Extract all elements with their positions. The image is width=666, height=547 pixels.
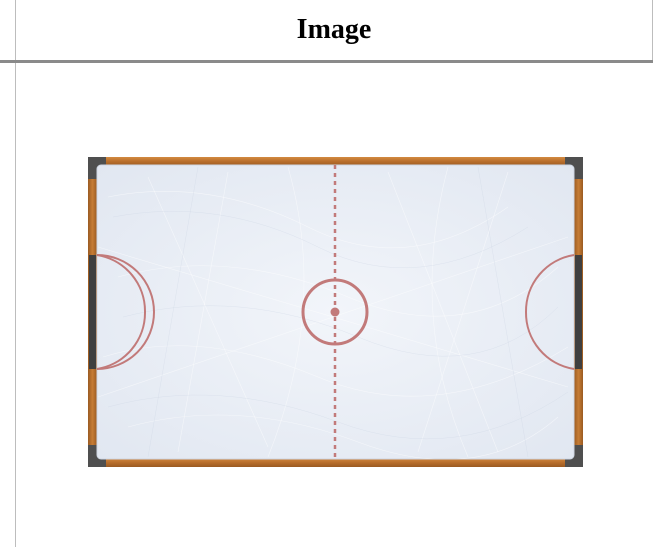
header-divider bbox=[0, 60, 653, 63]
ice-texture bbox=[97, 166, 569, 459]
corner-bottom-right-side bbox=[574, 445, 583, 467]
left-goal-arc-outer bbox=[96, 254, 147, 370]
left-border bbox=[15, 0, 16, 547]
header: Image bbox=[16, 0, 652, 60]
page-title: Image bbox=[296, 14, 372, 45]
bottom-rail bbox=[88, 458, 583, 467]
right-goal bbox=[575, 255, 582, 369]
center-dot bbox=[330, 307, 340, 317]
table-graphic bbox=[88, 157, 583, 467]
corner-top-left-side bbox=[88, 157, 97, 179]
top-rail bbox=[88, 157, 583, 166]
center-circle bbox=[301, 278, 369, 346]
right-goal-arc bbox=[524, 254, 575, 370]
air-hockey-table bbox=[88, 157, 583, 467]
left-goal bbox=[89, 255, 96, 369]
right-border bbox=[652, 0, 653, 62]
ice-texture-shadow bbox=[107, 166, 569, 458]
corner-top-right-side bbox=[574, 157, 583, 179]
left-goal-arc bbox=[96, 254, 155, 370]
corner-bottom-left-side bbox=[88, 445, 97, 467]
